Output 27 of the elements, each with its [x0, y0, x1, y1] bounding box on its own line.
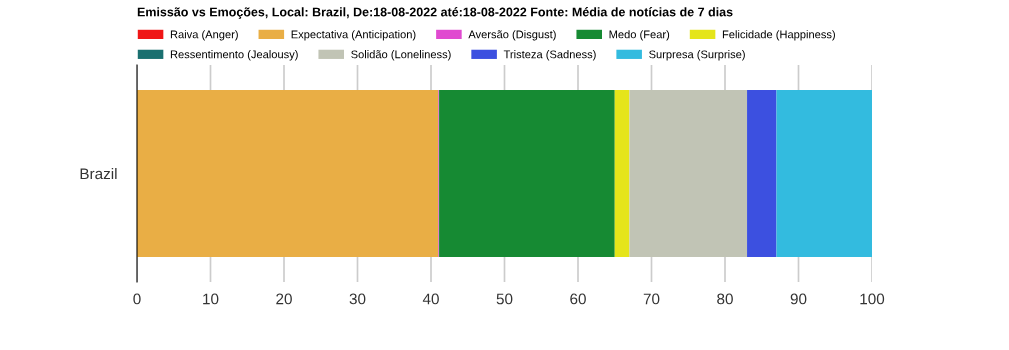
x-tick-label: 50 [496, 293, 513, 305]
chart-title: Emissão vs Emoções, Local: Brazil, De:18-08-2022 até:18-08-2022 Fonte: Média de notícias de 7 dias [137, 7, 733, 19]
x-tick-label: 70 [643, 293, 660, 305]
legend-label: Ressentimento (Jealousy) [170, 50, 298, 61]
legend-label: Medo (Fear) [609, 30, 670, 41]
bar [747, 89, 777, 258]
x-tick-label: 80 [717, 293, 733, 305]
x-tick-label: 10 [203, 293, 219, 305]
legend-label: Tristeza (Sadness) [503, 50, 596, 61]
legend-label: Solidão (Loneliness) [351, 50, 451, 61]
legend-label: Surpresa (Surprise) [649, 50, 745, 61]
legend-label: Felicidade (Happiness) [722, 30, 835, 41]
x-tick-label: 90 [790, 293, 807, 305]
bar [439, 89, 615, 258]
x-tick-label: 20 [276, 293, 292, 305]
legend-label: Expectativa (Anticipation) [291, 30, 416, 41]
legend-label: Aversão (Disgust) [468, 30, 556, 41]
x-tick-label: 0 [133, 293, 141, 305]
bar [629, 89, 748, 258]
y-tick-label: Brazil [80, 167, 117, 180]
x-tick-label: 60 [570, 293, 586, 305]
legend-label: Raiva (Anger) [170, 30, 238, 41]
x-tick-label: 30 [349, 293, 366, 305]
x-tick-label: 100 [860, 293, 885, 305]
x-tick-label: 40 [422, 293, 439, 305]
bar [614, 89, 630, 258]
bar [776, 89, 872, 258]
